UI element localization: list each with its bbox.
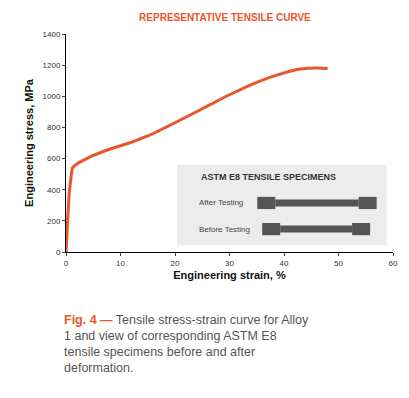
svg-text:40: 40 [280, 259, 289, 268]
svg-text:1400: 1400 [43, 30, 61, 39]
svg-text:0: 0 [56, 248, 61, 257]
svg-text:Engineering strain, %: Engineering strain, % [173, 269, 286, 281]
svg-text:ASTM E8 TENSILE SPECIMENS: ASTM E8 TENSILE SPECIMENS [201, 172, 336, 182]
svg-text:30: 30 [225, 259, 234, 268]
svg-text:Before Testing: Before Testing [199, 225, 250, 234]
svg-text:50: 50 [334, 259, 343, 268]
html-text:Fig. 4 — Tensile stress-strain: Fig. 4 — Tensile stress-strain curve for… [64, 313, 309, 375]
svg-text:600: 600 [47, 154, 61, 163]
svg-text:REPRESENTATIVE TENSILE CURVE: REPRESENTATIVE TENSILE CURVE [139, 12, 311, 23]
svg-text:1200: 1200 [43, 61, 61, 70]
svg-text:After Testing: After Testing [199, 198, 243, 207]
svg-text:200: 200 [47, 217, 61, 226]
svg-text:800: 800 [47, 123, 61, 132]
svg-text:60: 60 [389, 259, 398, 268]
svg-text:400: 400 [47, 186, 61, 195]
svg-text:1000: 1000 [43, 92, 61, 101]
svg-text:0: 0 [64, 259, 69, 268]
svg-text:20: 20 [171, 259, 180, 268]
svg-text:10: 10 [116, 259, 125, 268]
svg-text:Engineering stress, MPa: Engineering stress, MPa [23, 78, 35, 207]
